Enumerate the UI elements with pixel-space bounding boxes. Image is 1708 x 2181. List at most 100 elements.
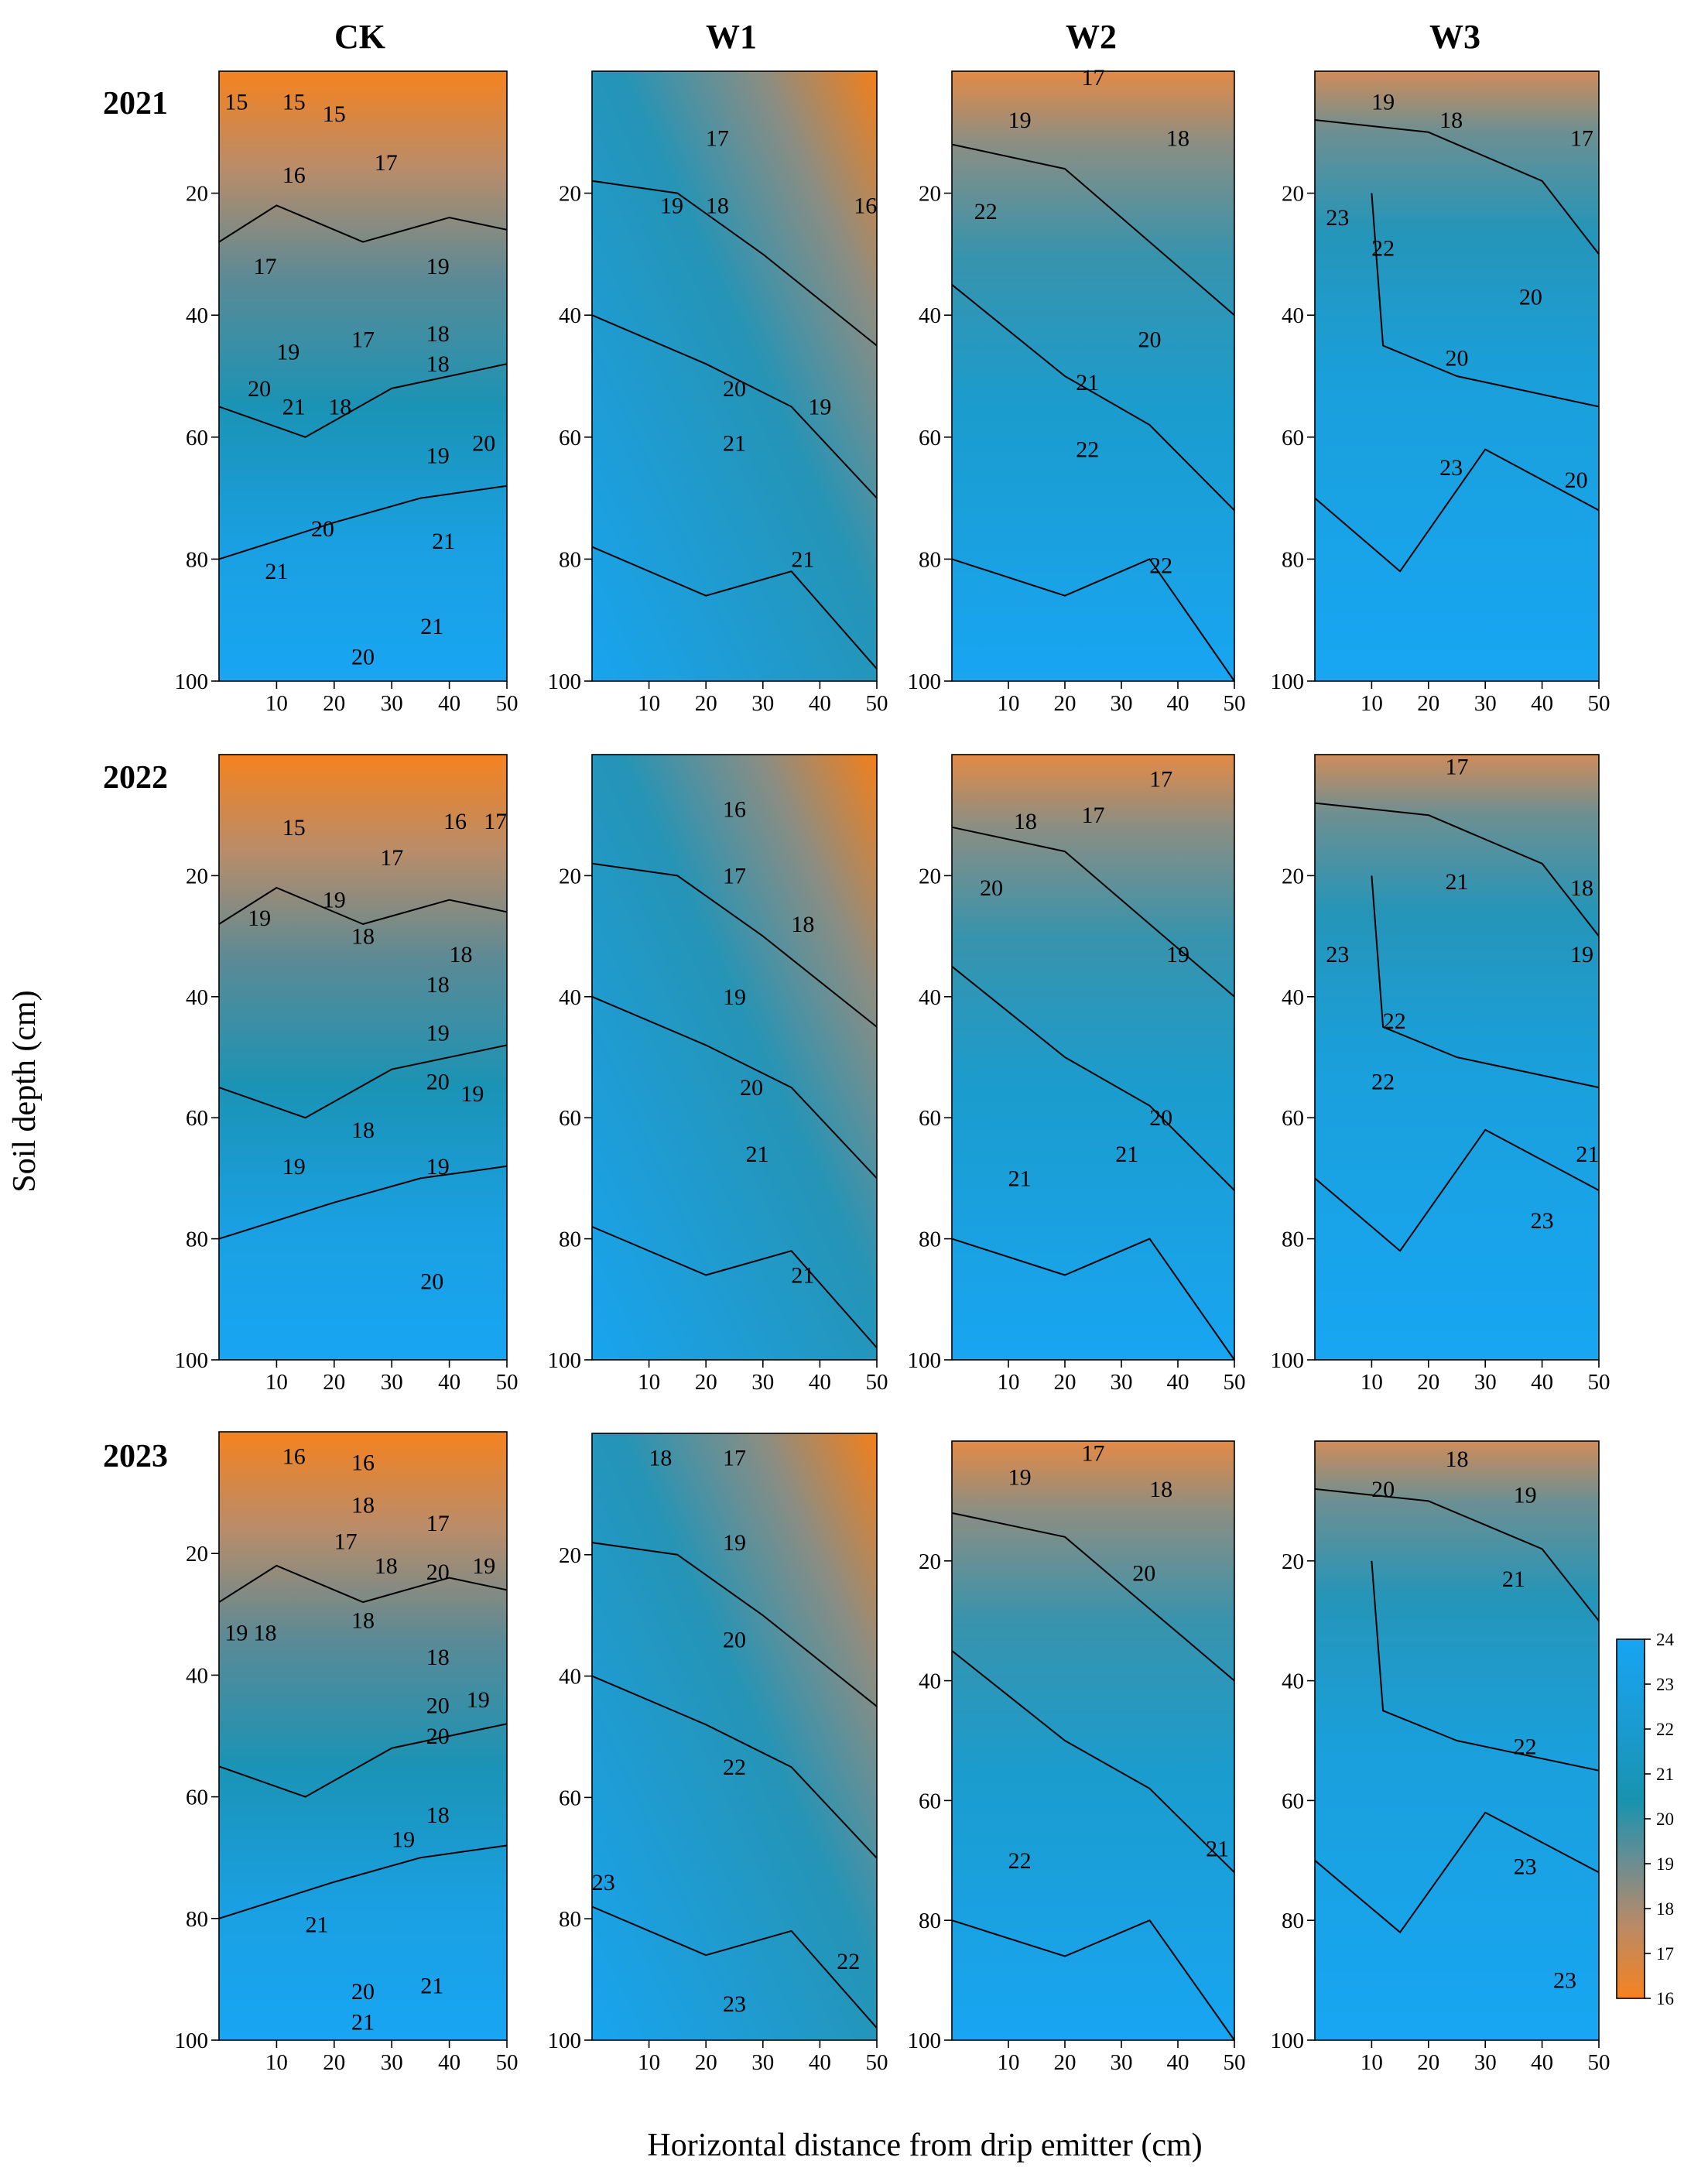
- contour-label: 22: [837, 1949, 860, 1974]
- contour-label: 21: [265, 559, 288, 584]
- year-label-2021: 2021: [103, 86, 168, 122]
- contour-label: 18: [254, 1620, 277, 1645]
- contour-label: 19: [426, 1021, 450, 1046]
- x-tick-label: 50: [1588, 2050, 1610, 2075]
- x-tick-label: 30: [1474, 2050, 1497, 2075]
- x-tick-label: 30: [1111, 1370, 1133, 1395]
- contour-line: [951, 1650, 1235, 1874]
- panel-frame: [591, 754, 878, 1361]
- heatmap-fill: [952, 1441, 1234, 2040]
- contour-line: [951, 826, 1235, 998]
- contour-label: 19: [426, 1154, 450, 1180]
- x-tick-label: 30: [751, 691, 774, 716]
- contour-label: 18: [1446, 1447, 1469, 1472]
- contour-label: 17: [351, 327, 375, 353]
- contour-label: 17: [706, 126, 729, 152]
- x-tick-label: 20: [323, 1370, 345, 1395]
- contour-label: 20: [740, 1075, 763, 1101]
- x-tick-label: 10: [1361, 2050, 1383, 2075]
- contour-line: [951, 558, 1235, 682]
- y-tick-label: 100: [1271, 1348, 1305, 1373]
- y-tick-label: 20: [559, 1543, 581, 1568]
- x-tick-label: 10: [1361, 691, 1383, 716]
- contour-label: 23: [1531, 1208, 1554, 1234]
- y-tick-label: 20: [186, 182, 208, 207]
- contour-label: 18: [426, 1803, 450, 1828]
- x-tick-label: 10: [998, 2050, 1020, 2075]
- contour-label: 18: [1014, 809, 1037, 834]
- y-tick-label: 80: [919, 1227, 941, 1252]
- panel-frame: [951, 70, 1235, 682]
- y-tick-label: 60: [559, 1786, 581, 1810]
- y-tick-label: 60: [919, 1789, 941, 1813]
- heatmap-fill: [952, 71, 1234, 681]
- contour-line: [1371, 193, 1600, 408]
- contour-label: 20: [426, 1560, 450, 1585]
- x-tick-label: 50: [1224, 691, 1246, 716]
- x-tick-label: 40: [1167, 1370, 1189, 1395]
- contour-label: 17: [380, 845, 403, 871]
- x-tick-label: 10: [998, 1370, 1020, 1395]
- contour-label: 20: [426, 1069, 450, 1094]
- contour-label: 21: [420, 1973, 443, 1998]
- contour-label: 20: [1565, 467, 1588, 493]
- y-tick-label: 40: [559, 985, 581, 1010]
- panel-frame: [218, 1431, 508, 2041]
- contour-label: 20: [472, 431, 495, 457]
- y-tick-label: 60: [559, 1106, 581, 1131]
- contour-label: 18: [449, 942, 472, 967]
- contour-label: 20: [1132, 1560, 1155, 1586]
- contour-line: [951, 1512, 1235, 1682]
- y-tick-label: 40: [186, 985, 208, 1010]
- y-tick-label: 20: [186, 1542, 208, 1566]
- contour-label: 17: [1082, 65, 1105, 91]
- contour-label: 22: [1371, 236, 1395, 262]
- contour-label: 20: [426, 1724, 450, 1749]
- panel-w3-2022: 10 20 30 40 50 20 40 60 80 100 17 21 18 23 19 22 22 21 23: [1271, 754, 1610, 1395]
- x-tick-label: 30: [381, 1370, 403, 1395]
- contour-label: 21: [1115, 1142, 1138, 1167]
- x-tick-label: 30: [1111, 2050, 1133, 2075]
- heatmap-fill: [219, 755, 507, 1360]
- panel-frame: [218, 754, 508, 1361]
- panel-frame: [951, 754, 1235, 1361]
- column-title-w2: W2: [1066, 18, 1117, 56]
- contour-label: 18: [706, 193, 729, 218]
- x-tick-label: 50: [496, 2050, 519, 2075]
- y-tick-label: 20: [919, 1549, 941, 1574]
- contour-label: 21: [305, 1912, 328, 1938]
- contour-label: 23: [1514, 1854, 1537, 1880]
- y-tick-label: 40: [1282, 985, 1304, 1010]
- x-tick-label: 50: [866, 1370, 888, 1395]
- contour-label: 19: [723, 1530, 746, 1556]
- contour-label: 18: [351, 1608, 375, 1634]
- contour-label: 23: [1439, 455, 1463, 481]
- contour-label: 20: [723, 376, 746, 402]
- x-tick-label: 20: [695, 691, 717, 716]
- contour-label: 21: [1576, 1142, 1599, 1167]
- contour-line: [1314, 448, 1600, 573]
- y-tick-label: 20: [919, 182, 941, 207]
- x-tick-label: 40: [438, 691, 460, 716]
- contour-line: [1314, 119, 1600, 255]
- contour-line: [218, 1044, 508, 1119]
- contour-label: 21: [791, 1263, 814, 1289]
- contour-label: 19: [660, 193, 683, 218]
- y-tick-label: 60: [1282, 1106, 1304, 1131]
- x-tick-label: 40: [809, 691, 831, 716]
- y-tick-label: 100: [1271, 2029, 1305, 2053]
- contour-label: 16: [854, 193, 877, 218]
- contour-label: 21: [1076, 370, 1099, 395]
- contour-label: 17: [723, 1445, 746, 1471]
- y-tick-label: 80: [1282, 1227, 1304, 1252]
- contour-label: 19: [723, 984, 746, 1010]
- contour-label: 19: [282, 1154, 306, 1180]
- x-tick-label: 50: [496, 1370, 519, 1395]
- contour-label: 18: [375, 1553, 398, 1579]
- y-tick-label: 80: [559, 1227, 581, 1252]
- contour-label: 17: [484, 809, 507, 834]
- panel-frame: [591, 70, 878, 682]
- contour-label: 17: [1082, 803, 1105, 828]
- panel-w2-2022: 10 20 30 40 50 20 40 60 80 100 17 18 17 20 19 20 21 21: [908, 754, 1246, 1395]
- contour-line: [951, 1238, 1235, 1361]
